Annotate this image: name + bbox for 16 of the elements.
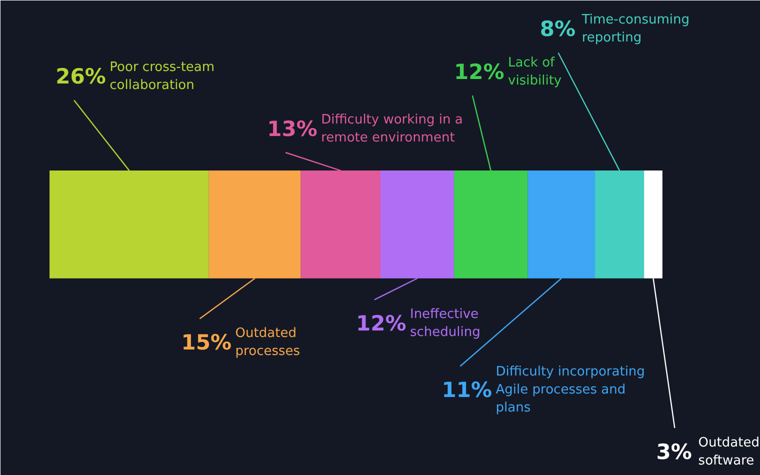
text: Poor cross-team collaboration: [110, 60, 215, 93]
text: Difficulty incorporating Agile processes and plans: [496, 364, 645, 416]
text: Outdated software: [698, 435, 760, 468]
data-label: 13%: [267, 116, 318, 141]
data-label: 3%: [656, 440, 692, 464]
data-label: 11%: [442, 378, 492, 402]
series-label: Difficulty working in a remote environment: [321, 112, 463, 146]
data-label: 26%: [56, 64, 106, 88]
text: Time-consuming reporting: [580, 12, 690, 46]
text: Outdated processes: [235, 326, 300, 359]
data-label: 15%: [181, 330, 232, 354]
data-label: 12%: [356, 312, 406, 336]
data-label: 8%: [540, 17, 576, 41]
data-label: 12%: [454, 60, 504, 84]
text: Lack of visibility: [508, 55, 562, 88]
text: Ineffective scheduling: [410, 307, 480, 340]
